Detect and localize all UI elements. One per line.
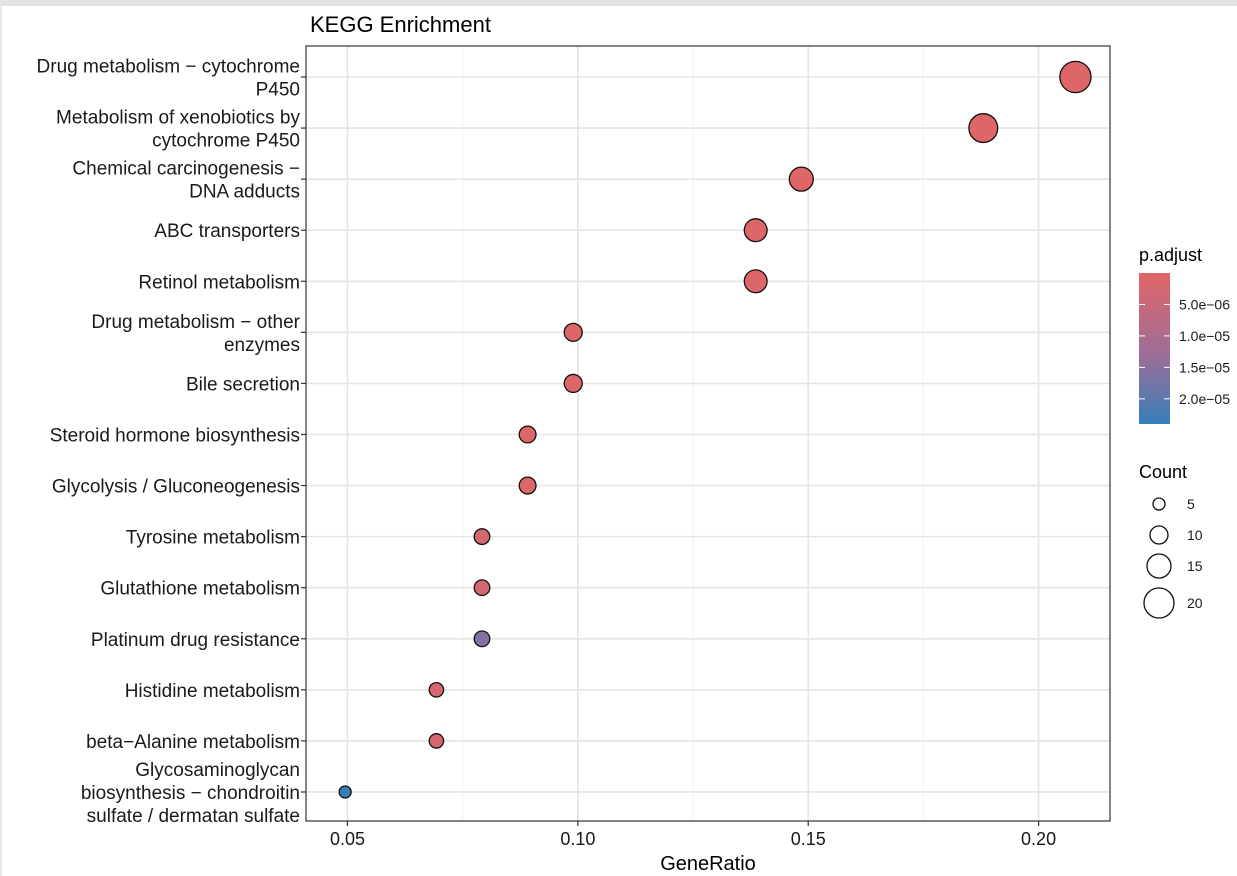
data-point bbox=[563, 373, 583, 394]
legend-size-label: 15 bbox=[1187, 558, 1203, 574]
y-tick-label: Drug metabolism − cytochrome P450 bbox=[37, 57, 300, 101]
y-tick-label: beta−Alanine metabolism bbox=[86, 732, 300, 753]
data-point bbox=[788, 166, 814, 192]
x-tick-label: 0.05 bbox=[330, 829, 365, 849]
data-point bbox=[743, 218, 768, 243]
data-point bbox=[743, 269, 768, 294]
data-point bbox=[563, 322, 583, 343]
data-point bbox=[473, 579, 491, 597]
y-tick-label: Histidine metabolism bbox=[125, 681, 300, 702]
data-point bbox=[428, 733, 445, 749]
y-tick-label: Drug metabolism − other enzymes bbox=[91, 312, 300, 356]
x-tick-label: 0.10 bbox=[560, 829, 595, 849]
y-tick-label: Chemical carcinogenesis − DNA adducts bbox=[72, 159, 300, 203]
legend-count: Count 5 10 15 20 bbox=[1139, 462, 1203, 619]
legend-p-adjust-title: p.adjust bbox=[1139, 245, 1202, 265]
y-tick-label: Glycosaminoglycan biosynthesis − chondroi… bbox=[81, 760, 300, 827]
legend-size-label: 10 bbox=[1187, 527, 1203, 543]
legend-colorbar-label: 1.5e−05 bbox=[1179, 359, 1230, 375]
legend-size-circle bbox=[1143, 587, 1175, 619]
window-left-edge bbox=[0, 6, 2, 876]
x-tick-label: 0.15 bbox=[791, 829, 826, 849]
y-tick-label: Glycolysis / Gluconeogenesis bbox=[52, 477, 300, 498]
y-tick-label: Steroid hormone biosynthesis bbox=[50, 425, 300, 446]
legend-colorbar-label: 1.0e−05 bbox=[1179, 328, 1230, 344]
legend-colorbar-label: 2.0e−05 bbox=[1179, 391, 1230, 407]
legend-count-title: Count bbox=[1139, 462, 1187, 482]
legend-size-label: 5 bbox=[1187, 496, 1195, 512]
legend-colorbar-label: 5.0e−06 bbox=[1179, 296, 1230, 312]
data-point bbox=[968, 113, 999, 144]
legend-size-circle bbox=[1149, 525, 1169, 545]
y-tick-label: Glutathione metabolism bbox=[100, 579, 300, 600]
grid-lines bbox=[306, 46, 1110, 821]
data-point bbox=[473, 528, 491, 546]
x-axis-title: GeneRatio bbox=[660, 853, 756, 875]
y-tick-label: Retinol metabolism bbox=[138, 272, 300, 293]
y-tick-label: Tyrosine metabolism bbox=[126, 528, 300, 549]
legend-size-circle bbox=[1152, 497, 1166, 511]
x-axis: 0.05 0.10 0.15 0.20 bbox=[330, 821, 1056, 849]
legend-size-label: 20 bbox=[1187, 595, 1203, 611]
y-tick-label: Platinum drug resistance bbox=[91, 630, 300, 651]
data-point bbox=[518, 425, 537, 444]
legend-colorbar bbox=[1139, 273, 1170, 424]
y-axis-labels: Drug metabolism − cytochrome P450 Metaboli… bbox=[37, 57, 306, 827]
plot-panel-border bbox=[305, 45, 1111, 822]
chart-title: KEGG Enrichment bbox=[310, 12, 491, 37]
legend-size-circle bbox=[1146, 553, 1172, 579]
data-points bbox=[338, 60, 1092, 799]
y-tick-label: ABC transporters bbox=[154, 221, 300, 242]
y-tick-label: Metabolism of xenobiotics by cytochrome P… bbox=[56, 108, 300, 152]
legend-p-adjust: p.adjust 5.0e−06 1.0e−05 1.5e−05 2.0e−05 bbox=[1139, 245, 1230, 424]
y-tick-label: Bile secretion bbox=[186, 374, 300, 395]
window-top-bar bbox=[0, 0, 1237, 6]
data-point bbox=[473, 630, 491, 648]
data-point bbox=[1059, 60, 1092, 94]
data-point bbox=[338, 785, 352, 799]
data-point bbox=[428, 681, 445, 698]
x-tick-label: 0.20 bbox=[1021, 829, 1056, 849]
data-point bbox=[518, 476, 537, 495]
